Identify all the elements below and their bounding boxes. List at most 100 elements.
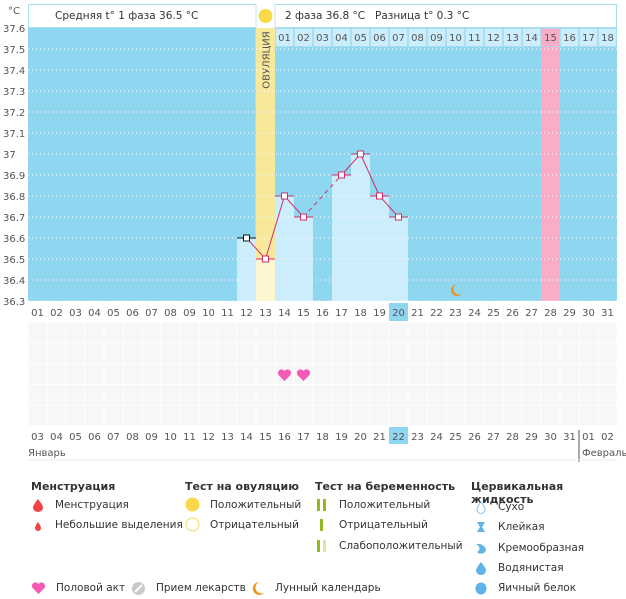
cycle-day-label: 21 bbox=[411, 308, 424, 319]
calendar-date-label: 24 bbox=[430, 432, 443, 443]
luteal-day-cell bbox=[332, 28, 351, 47]
cycle-day-label: 12 bbox=[240, 308, 253, 319]
heart-icon bbox=[277, 369, 292, 381]
legend-label: Небольшие выделения bbox=[55, 519, 183, 531]
cycle-day-label: 04 bbox=[88, 308, 101, 319]
luteal-day-label: 02 bbox=[297, 33, 310, 44]
legend-ovulation-title: Тест на овуляцию bbox=[185, 480, 299, 493]
legend-label: Отрицательный bbox=[339, 519, 428, 531]
temperature-line bbox=[360, 153, 380, 197]
temperature-bar bbox=[256, 259, 275, 301]
cycle-day-label: 31 bbox=[601, 308, 614, 319]
legend-label: Сухо bbox=[498, 501, 525, 513]
dry-drop-icon bbox=[474, 500, 488, 514]
cycle-day-label: 05 bbox=[107, 308, 120, 319]
legend-pregnancy-title: Тест на беременность bbox=[315, 480, 456, 493]
highlight-column bbox=[541, 47, 560, 301]
luteal-day-label: 07 bbox=[392, 33, 405, 44]
luteal-day-label: 09 bbox=[430, 33, 443, 44]
calendar-date-label: 22 bbox=[392, 432, 405, 443]
calendar-date-label: 09 bbox=[145, 432, 158, 443]
ovulation-sun-icon bbox=[258, 9, 273, 23]
cycle-day-label: 08 bbox=[164, 308, 177, 319]
temperature-bar bbox=[275, 196, 294, 301]
calendar-date-label: 30 bbox=[544, 432, 557, 443]
small-drop-icon bbox=[31, 518, 45, 532]
today-cycle-highlight bbox=[389, 303, 408, 321]
legend-medication: Прием лекарств bbox=[131, 581, 246, 595]
y-tick-label: 37.6 bbox=[3, 24, 25, 35]
legend-spotting: Небольшие выделения bbox=[31, 518, 183, 532]
phase1-average: Средняя t° 1 фаза 36.5 °C bbox=[55, 10, 198, 22]
luteal-day-label: 03 bbox=[316, 33, 329, 44]
cycle-day-label: 17 bbox=[335, 308, 348, 319]
legend-cervical-eggwhite: Яичный белок bbox=[474, 581, 576, 595]
calendar-date-label: 14 bbox=[240, 432, 253, 443]
ovulation-label: ОВУЛЯЦИЯ bbox=[262, 31, 273, 89]
luteal-day-cell bbox=[541, 28, 560, 47]
empty-circle-icon bbox=[185, 517, 200, 532]
luteal-day-label: 11 bbox=[468, 33, 481, 44]
luteal-day-cell bbox=[598, 28, 617, 47]
filled-circle-icon bbox=[185, 497, 200, 512]
legend-menstruation-title: Менструация bbox=[31, 480, 116, 493]
calendar-date-label: 05 bbox=[69, 432, 82, 443]
cycle-day-label: 20 bbox=[392, 308, 405, 319]
temperature-bar bbox=[237, 238, 256, 301]
legend-label: Отрицательный bbox=[210, 518, 299, 531]
legend-label: Прием лекарств bbox=[156, 582, 246, 594]
cycle-day-label: 26 bbox=[506, 308, 519, 319]
legend-moon: Лунный календарь bbox=[250, 581, 381, 595]
unit-label: °C bbox=[8, 6, 20, 17]
calendar-date-label: 10 bbox=[164, 432, 177, 443]
temperature-difference: Разница t° 0.3 °C bbox=[375, 10, 469, 22]
calendar-date-label: 04 bbox=[50, 432, 63, 443]
luteal-day-label: 10 bbox=[449, 33, 462, 44]
cycle-day-label: 16 bbox=[316, 308, 329, 319]
legend-label: Кремообразная bbox=[498, 542, 585, 554]
y-tick-label: 37.4 bbox=[3, 66, 25, 77]
calendar-date-label: 16 bbox=[278, 432, 291, 443]
moon-icon bbox=[250, 581, 265, 595]
calendar-date-label: 21 bbox=[373, 432, 386, 443]
cycle-day-label: 23 bbox=[449, 308, 462, 319]
luteal-day-cell bbox=[408, 28, 427, 47]
calendar-date-label: 15 bbox=[259, 432, 272, 443]
calendar-date-label: 13 bbox=[221, 432, 234, 443]
cycle-day-label: 14 bbox=[278, 308, 291, 319]
legend-menstruation: Менструация bbox=[31, 498, 129, 512]
legend-cervical-creamy: Кремообразная bbox=[474, 541, 584, 555]
month-label: Январь bbox=[28, 448, 66, 459]
cycle-day-label: 01 bbox=[31, 308, 44, 319]
legend-pregnancy-negative: Отрицательный bbox=[315, 518, 428, 532]
luteal-day-cell bbox=[313, 28, 332, 47]
luteal-day-label: 05 bbox=[354, 33, 367, 44]
calendar-date-label: 25 bbox=[449, 432, 462, 443]
calendar-date-label: 17 bbox=[297, 432, 310, 443]
legend-cervical-sticky: Клейкая bbox=[474, 520, 545, 534]
calendar-date-label: 29 bbox=[525, 432, 538, 443]
today-date-highlight bbox=[389, 427, 408, 444]
calendar-date-label: 07 bbox=[107, 432, 120, 443]
luteal-day-cell bbox=[484, 28, 503, 47]
luteal-day-label: 06 bbox=[373, 33, 386, 44]
temperature-point bbox=[243, 234, 250, 242]
cycle-day-label: 09 bbox=[183, 308, 196, 319]
temperature-gap-line bbox=[303, 174, 342, 218]
luteal-day-cell bbox=[560, 28, 579, 47]
header-box bbox=[28, 4, 617, 28]
luteal-day-cell bbox=[370, 28, 389, 47]
temperature-point bbox=[376, 192, 383, 200]
luteal-day-cell bbox=[503, 28, 522, 47]
moon-icon bbox=[451, 284, 462, 296]
luteal-day-label: 17 bbox=[582, 33, 595, 44]
luteal-day-label: 18 bbox=[601, 33, 614, 44]
luteal-day-cell bbox=[522, 28, 541, 47]
legend-ovulation-negative: Отрицательный bbox=[185, 517, 299, 532]
cycle-day-label: 22 bbox=[430, 308, 443, 319]
legend-label: Положительный bbox=[339, 499, 431, 511]
luteal-day-label: 08 bbox=[411, 33, 424, 44]
luteal-day-label: 15 bbox=[544, 33, 557, 44]
cycle-day-label: 02 bbox=[50, 308, 63, 319]
legend-cervical-watery: Водянистая bbox=[474, 561, 564, 575]
